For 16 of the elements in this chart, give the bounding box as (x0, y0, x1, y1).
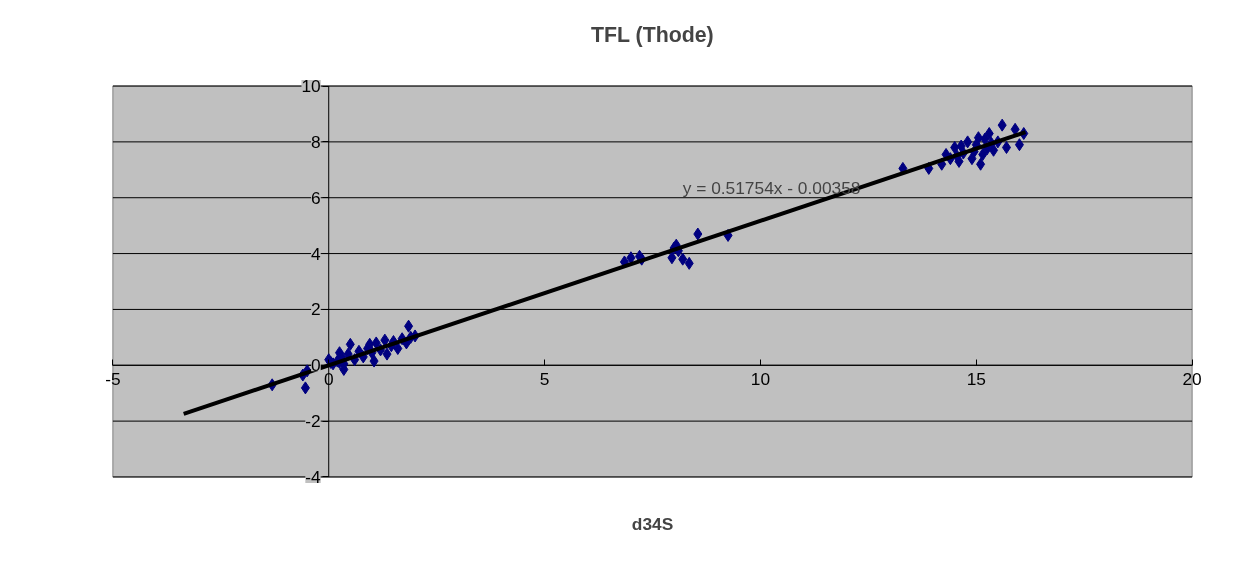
chart-title: TFL (Thode) (590, 22, 714, 47)
y-tick-label: -4 (305, 466, 322, 487)
annotation: y = 0.51754x - 0.00358 (682, 177, 861, 198)
x-tick-label: -5 (105, 369, 121, 390)
y-tick-label: 6 (311, 187, 321, 208)
y-tick-label: -2 (305, 411, 321, 432)
x-tick-label: 20 (1182, 369, 1202, 390)
y-tick-label: 8 (311, 131, 321, 152)
y-tick-label: 10 (301, 76, 321, 97)
x-tick-label: 10 (750, 369, 771, 390)
x-tick-label: 15 (966, 369, 986, 390)
y-tick-label: 4 (311, 243, 322, 264)
x-tick-label: 5 (539, 369, 550, 390)
y-tick-label: 0 (311, 355, 321, 376)
x-axis-title: d34S (631, 513, 674, 534)
y-tick-label: 2 (311, 299, 321, 320)
